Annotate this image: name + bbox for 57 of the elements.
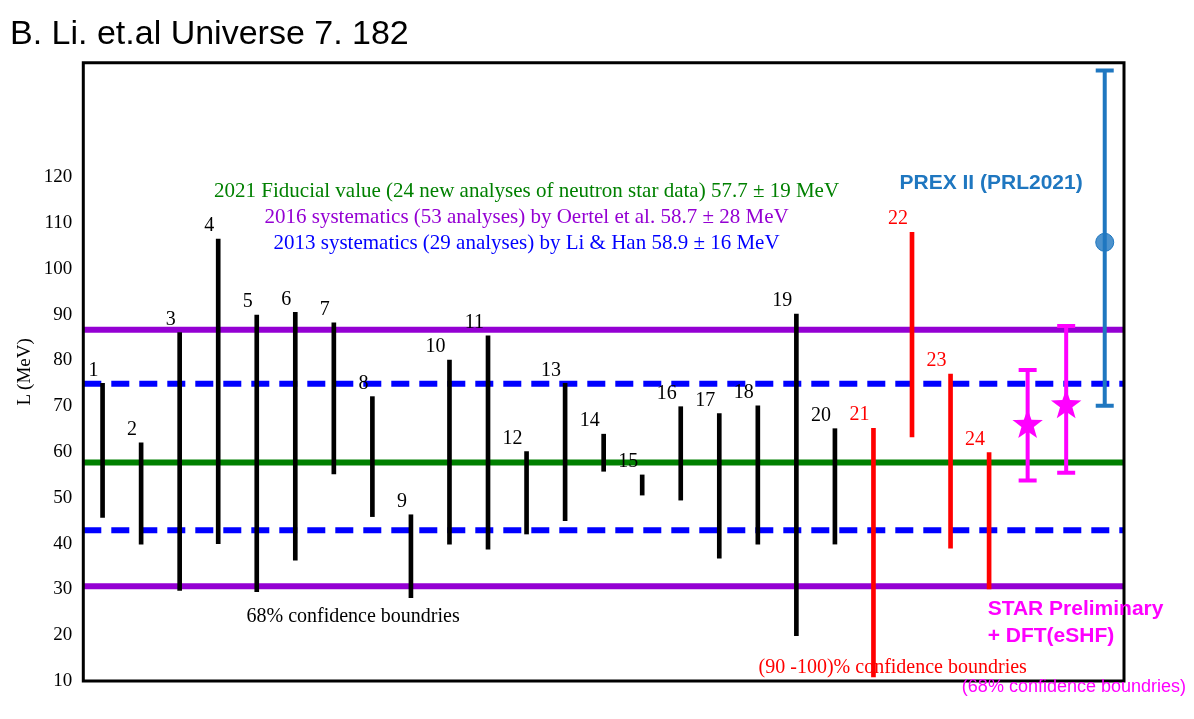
x-tick-label: 9 bbox=[396, 489, 407, 512]
annotation: (68% confidence boundries) bbox=[961, 676, 1186, 697]
y-tick-label: 90 bbox=[53, 302, 73, 324]
x-tick-label: 1 bbox=[88, 357, 99, 380]
x-tick-label: 7 bbox=[319, 297, 330, 320]
x-tick-label: 21 bbox=[849, 402, 870, 425]
x-tick-label: 17 bbox=[695, 387, 716, 410]
bar bbox=[524, 451, 529, 535]
y-tick-label: 100 bbox=[43, 256, 73, 278]
annotation: 68% confidence boundries bbox=[246, 604, 460, 627]
y-axis-title: L (MeV) bbox=[13, 338, 36, 406]
x-tick-label: 20 bbox=[810, 402, 831, 425]
bar bbox=[716, 413, 722, 559]
bar bbox=[639, 474, 645, 496]
y-tick-label: 60 bbox=[53, 440, 73, 462]
ref-line-label: 2021 Fiducial value (24 new analyses of neutron star data) 57.7 ± 19 MeV bbox=[214, 177, 840, 202]
x-tick-label: 18 bbox=[733, 380, 754, 403]
chart-title: B. Li. et.al Universe 7. 182 bbox=[10, 12, 409, 51]
y-tick-label: 20 bbox=[53, 623, 73, 645]
y-tick-label: 50 bbox=[53, 485, 73, 507]
bar bbox=[794, 313, 799, 636]
bar bbox=[948, 373, 953, 549]
y-tick-label: 30 bbox=[53, 577, 73, 599]
x-tick-label: 11 bbox=[464, 309, 485, 332]
x-tick-label: 4 bbox=[204, 213, 215, 236]
bar bbox=[292, 312, 298, 561]
x-tick-label: 13 bbox=[541, 357, 562, 380]
x-tick-label: 22 bbox=[888, 206, 909, 229]
x-tick-label: 6 bbox=[281, 286, 292, 309]
bar bbox=[447, 359, 452, 545]
x-tick-label: 16 bbox=[656, 380, 677, 403]
x-tick-label: 23 bbox=[926, 348, 947, 371]
bar bbox=[177, 332, 182, 591]
bar bbox=[755, 405, 761, 545]
bar bbox=[254, 314, 260, 593]
bar bbox=[601, 433, 606, 472]
x-tick-label: 5 bbox=[242, 289, 253, 312]
y-tick-label: 10 bbox=[53, 668, 73, 690]
x-tick-label: 2 bbox=[127, 417, 138, 440]
bar bbox=[370, 396, 375, 517]
x-tick-label: 12 bbox=[502, 425, 523, 448]
x-tick-label: 8 bbox=[358, 370, 369, 393]
text: PREX II (PRL2021) bbox=[899, 169, 1083, 193]
ref-line-label: 2016 systematics (53 analyses) by Oertel et al. 58.7 ± 28 MeV bbox=[264, 203, 789, 228]
x-tick-label: 24 bbox=[965, 426, 986, 449]
x-tick-label: 3 bbox=[165, 306, 176, 329]
bar bbox=[215, 238, 221, 544]
y-tick-label: 40 bbox=[53, 531, 73, 553]
y-tick-label: 120 bbox=[43, 165, 73, 187]
y-tick-label: 70 bbox=[53, 394, 73, 416]
ref-line-label: 2013 systematics (29 analyses) by Li & Han 58.9 ± 16 MeV bbox=[273, 229, 780, 254]
y-tick-label: 80 bbox=[53, 348, 73, 370]
y-tick-label: 110 bbox=[44, 211, 73, 233]
x-tick-label: 14 bbox=[579, 408, 600, 431]
bar bbox=[100, 383, 105, 518]
x-tick-label: 19 bbox=[772, 288, 793, 311]
bar bbox=[678, 406, 684, 501]
